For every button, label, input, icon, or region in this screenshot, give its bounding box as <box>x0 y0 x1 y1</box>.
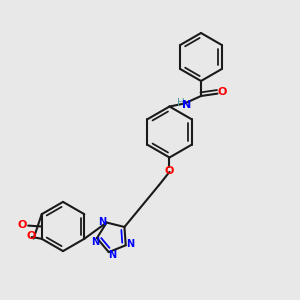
Text: N: N <box>182 100 191 110</box>
Text: N: N <box>108 250 116 260</box>
Text: N: N <box>91 237 99 247</box>
Text: O: O <box>17 220 27 230</box>
Text: H: H <box>177 98 184 108</box>
Text: N: N <box>98 217 106 226</box>
Text: O: O <box>218 87 227 98</box>
Text: N: N <box>126 239 134 249</box>
Text: O: O <box>164 166 174 176</box>
Text: O: O <box>26 231 36 242</box>
